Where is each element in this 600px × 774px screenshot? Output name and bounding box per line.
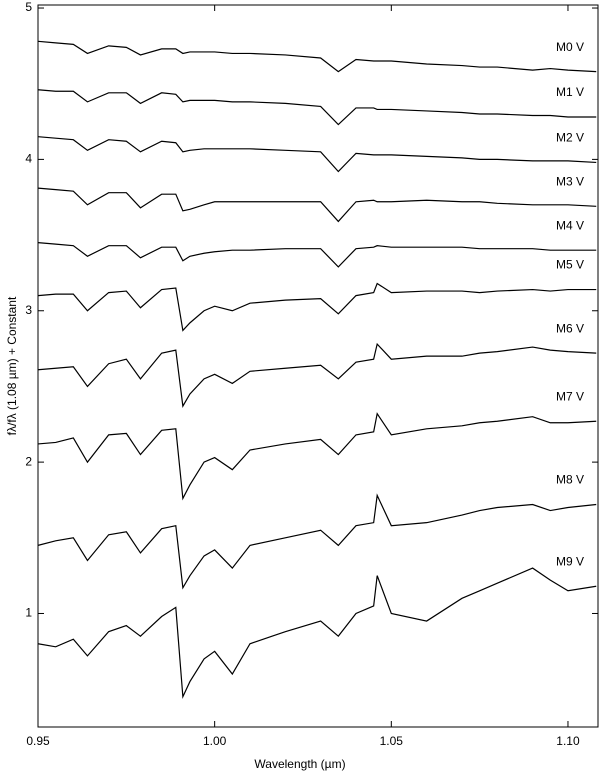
y-tick-label: 5 — [25, 0, 32, 14]
spectrum-line — [37, 89, 597, 126]
plot-frame — [37, 4, 599, 728]
series-label: M5 V — [556, 258, 584, 272]
series-label: M0 V — [556, 40, 584, 54]
spectrum-line — [37, 567, 597, 700]
y-tick-label: 2 — [25, 454, 32, 468]
spectrum-line — [37, 136, 597, 173]
series-label: M6 V — [556, 321, 584, 335]
x-tick-label: 0.95 — [26, 734, 50, 748]
spectrum-line — [37, 242, 597, 268]
y-tick-label: 1 — [25, 606, 32, 620]
series-label: M2 V — [556, 131, 584, 145]
y-tick-label: 3 — [25, 303, 32, 317]
x-axis-label: Wavelength (µm) — [254, 757, 345, 771]
y-tick-label: 4 — [25, 152, 32, 166]
series-label: M8 V — [556, 473, 584, 487]
series-label: M3 V — [556, 174, 584, 188]
series-label: M1 V — [556, 85, 584, 99]
series-label: M7 V — [556, 389, 584, 403]
spectrum-line — [37, 412, 597, 501]
series-label: M9 V — [556, 554, 584, 568]
x-tick-label: 1.10 — [556, 734, 580, 748]
spectrum-line — [37, 282, 597, 332]
spectrum-line — [37, 40, 597, 73]
spectrum-line — [37, 493, 597, 590]
x-tick-label: 1.00 — [203, 734, 227, 748]
x-tick-label: 1.05 — [380, 734, 404, 748]
spectrum-line — [37, 342, 597, 408]
y-axis-label: fλ/fλ (1.08 µm) + Constant — [5, 296, 19, 435]
spectrum-line — [37, 187, 597, 223]
series-label: M4 V — [556, 218, 584, 232]
